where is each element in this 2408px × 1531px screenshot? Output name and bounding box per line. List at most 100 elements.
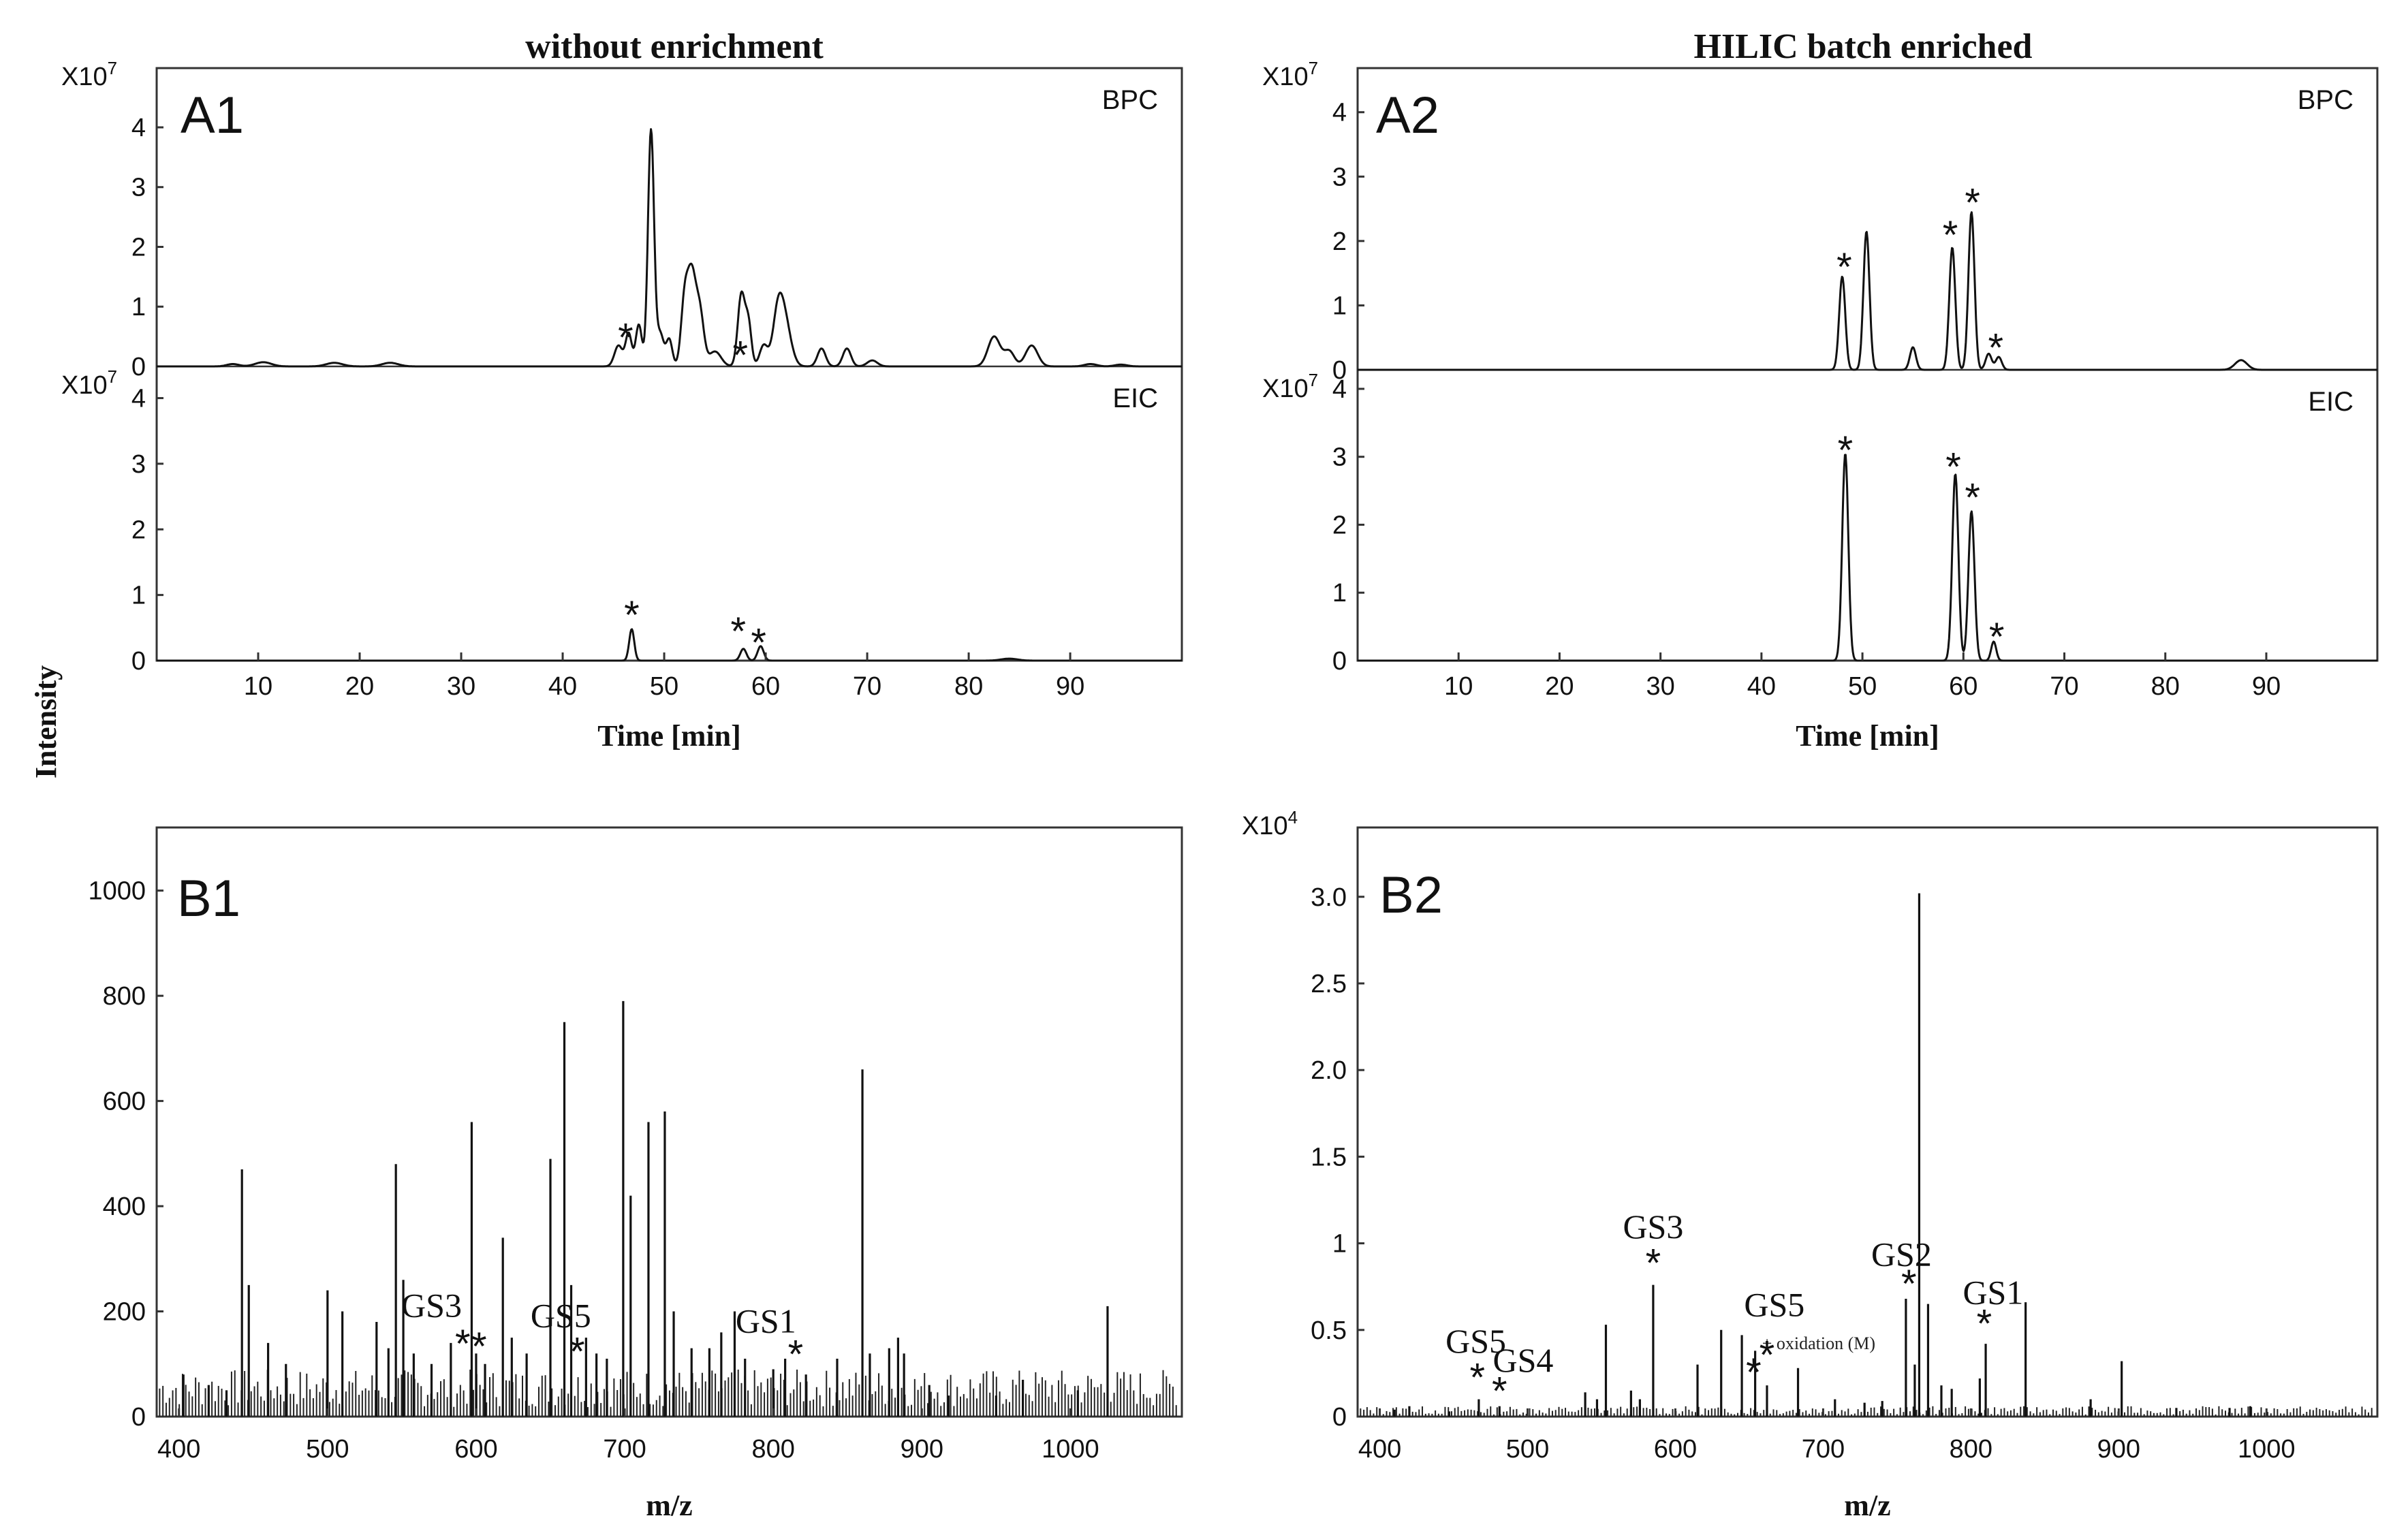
- x-tick-label: 500: [1506, 1435, 1549, 1464]
- y-tick-label: 4: [1332, 99, 1347, 127]
- glycopeptide-marker: *: [1838, 428, 1854, 473]
- panel-label: A2: [1376, 86, 1439, 144]
- trace-line-bpc: [156, 128, 1183, 368]
- trace-line-eic: [156, 628, 1183, 662]
- y-tick-label: 3: [131, 450, 146, 479]
- x-tick-label: 90: [2252, 672, 2281, 701]
- y-tick-label: 2: [131, 233, 146, 262]
- glycan-annotation: GS5: [1445, 1322, 1506, 1360]
- y-tick-label: 1: [1332, 291, 1347, 320]
- y-tick-label: 200: [103, 1298, 146, 1327]
- y-tick-label: 4: [131, 114, 146, 142]
- y-multiplier-label: X107: [1262, 370, 1318, 403]
- glycan-annotation: GS4: [1493, 1341, 1554, 1379]
- column-title-left: without enrichment: [525, 27, 824, 66]
- x-axis-title: Time [min]: [597, 719, 741, 753]
- x-tick-label: 900: [901, 1435, 943, 1464]
- x-tick-label: 50: [1848, 672, 1877, 701]
- panel-b2-mass-spectrum: B2X10400.511.52.02.53.0GS3GS5GS4GS5GS2GS…: [1242, 807, 2379, 1522]
- x-tick-label: 800: [751, 1435, 794, 1464]
- oxidation-annotation: + oxidation (M): [1762, 1333, 1875, 1353]
- x-tick-label: 700: [603, 1435, 646, 1464]
- y-tick-label: 1: [1332, 1230, 1347, 1259]
- glycan-annotation: GS1: [736, 1301, 796, 1340]
- y-multiplier-label: X107: [1262, 58, 1318, 91]
- y-multiplier-label: X104: [1242, 807, 1298, 840]
- x-tick-label: 10: [1444, 672, 1473, 701]
- y-tick-label: 0: [131, 647, 146, 676]
- x-tick-label: 400: [157, 1435, 200, 1464]
- glycopeptide-marker: *: [1988, 326, 2003, 370]
- glycopeptide-marker: *: [1760, 1333, 1775, 1377]
- x-tick-label: 600: [1654, 1435, 1697, 1464]
- glycan-annotation: GS5: [1744, 1285, 1804, 1323]
- glycopeptide-marker: *: [1836, 245, 1852, 289]
- x-tick-label: 1000: [2238, 1435, 2296, 1464]
- x-tick-label: 80: [954, 672, 983, 701]
- glycopeptide-marker: *: [1965, 476, 1980, 520]
- glycopeptide-marker: *: [1469, 1355, 1485, 1400]
- x-tick-label: 10: [244, 672, 272, 701]
- y-tick-label: 3: [1332, 443, 1347, 472]
- x-axis-title: m/z: [1844, 1489, 1890, 1522]
- y-tick-label: 4: [1332, 375, 1347, 404]
- y-tick-label: 0: [131, 1403, 146, 1432]
- x-tick-label: 700: [1802, 1435, 1845, 1464]
- glycopeptide-marker: *: [731, 610, 747, 654]
- x-tick-label: 400: [1358, 1435, 1401, 1464]
- panel-label: A1: [181, 86, 244, 144]
- trace-line-bpc: [1357, 211, 2378, 371]
- glycopeptide-marker: *: [1945, 445, 1961, 490]
- y-tick-label: 1: [1332, 579, 1347, 607]
- y-tick-label: 0: [131, 353, 146, 381]
- x-tick-label: 500: [306, 1435, 349, 1464]
- panel-label: B2: [1379, 866, 1443, 924]
- x-tick-label: 40: [548, 672, 577, 701]
- x-axis-title: Time [min]: [1796, 719, 1939, 753]
- y-tick-label: 3.0: [1311, 883, 1347, 912]
- x-tick-label: 20: [345, 672, 374, 701]
- glycopeptide-marker: *: [1943, 213, 1958, 257]
- y-tick-label: 2: [1332, 227, 1347, 256]
- x-tick-label: 40: [1747, 672, 1776, 701]
- panel-label: B1: [177, 870, 240, 928]
- glycopeptide-marker: *: [1492, 1370, 1507, 1414]
- trace-label-bpc: BPC: [1102, 85, 1158, 115]
- glycopeptide-marker: *: [618, 315, 634, 360]
- glycopeptide-marker: *: [733, 334, 749, 378]
- y-multiplier-label: X107: [61, 366, 117, 400]
- y-tick-label: 1.5: [1311, 1143, 1347, 1171]
- y-tick-label: 3: [1332, 163, 1347, 191]
- y-tick-label: 0: [1332, 1403, 1347, 1432]
- y-tick-label: 600: [103, 1088, 146, 1116]
- x-tick-label: 1000: [1042, 1435, 1099, 1464]
- glycopeptide-marker: *: [1646, 1241, 1661, 1285]
- y-tick-label: 2: [131, 516, 146, 544]
- x-tick-label: 600: [454, 1435, 497, 1464]
- y-tick-label: 0: [1332, 647, 1347, 676]
- trace-line-eic: [1357, 454, 2378, 662]
- x-tick-label: 70: [853, 672, 881, 701]
- y-tick-label: 2: [1332, 511, 1347, 539]
- y-tick-label: 1000: [88, 877, 146, 906]
- x-tick-label: 50: [650, 672, 678, 701]
- x-tick-label: 70: [2050, 672, 2078, 701]
- y-tick-label: 800: [103, 982, 146, 1011]
- glycan-annotation: GS3: [1623, 1208, 1683, 1246]
- x-tick-label: 800: [1950, 1435, 1992, 1464]
- y-tick-label: 1: [131, 582, 146, 610]
- glycan-annotation: GS2: [1871, 1235, 1932, 1274]
- glycan-annotation: GS5: [531, 1297, 591, 1335]
- glycan-annotation: GS1: [1963, 1274, 2023, 1312]
- glycopeptide-marker: *: [1901, 1262, 1917, 1306]
- y-tick-label: 3: [131, 174, 146, 202]
- y-tick-label: 4: [131, 385, 146, 413]
- glycopeptide-marker: *: [1977, 1302, 1992, 1346]
- glycopeptide-marker: *: [751, 620, 766, 665]
- y-axis-title: Intensity: [29, 665, 63, 778]
- x-tick-label: 30: [1646, 672, 1675, 701]
- x-axis-title: m/z: [646, 1489, 692, 1522]
